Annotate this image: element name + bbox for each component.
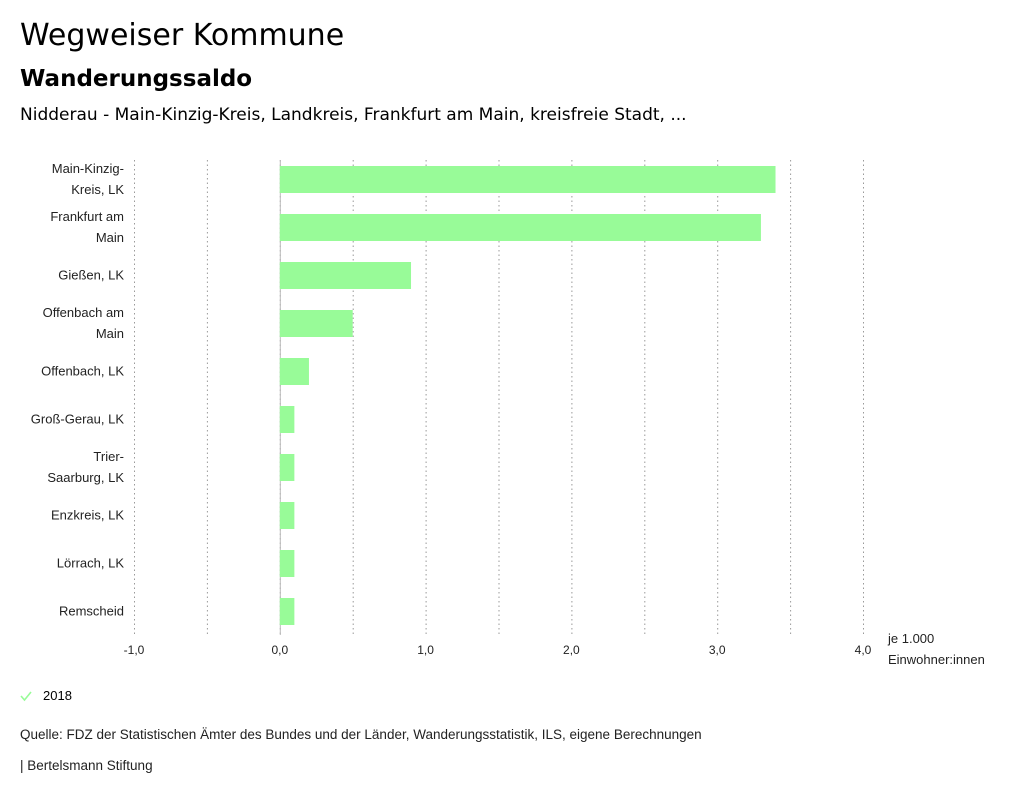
x-tick-label: -1,0: [124, 643, 145, 657]
bar-chart: -1,0 0,0 1,0 2,0 3,0 4,0 je 1.000 Einwohner:inn…: [31, 160, 985, 667]
bar: [279, 550, 295, 577]
category-label: Remscheid: [59, 604, 124, 619]
x-tick-label: 2,0: [563, 643, 580, 657]
category-label: Groß-Gerau, LK: [31, 412, 125, 427]
bar: [279, 406, 295, 433]
x-tick-label: 1,0: [417, 643, 434, 657]
category-label: Offenbach, LK: [41, 364, 124, 379]
category-label: Kreis, LK: [71, 182, 124, 197]
category-label: Lörrach, LK: [57, 556, 125, 571]
category-label: Saarburg, LK: [47, 470, 124, 485]
category-label: Offenbach am: [43, 305, 124, 320]
region-context: Nidderau - Main-Kinzig-Kreis, Landkreis,…: [20, 105, 687, 125]
x-tick-label: 3,0: [709, 643, 726, 657]
category-label: Main-Kinzig-: [52, 161, 124, 176]
bar: [279, 454, 295, 481]
x-axis-unit-label: je 1.000: [887, 631, 934, 646]
chart-subtitle: Wanderungssaldo: [20, 66, 253, 92]
bar: [279, 598, 295, 625]
x-tick-label: 4,0: [855, 643, 872, 657]
source-note: Quelle: FDZ der Statistischen Ämter des …: [20, 727, 702, 742]
x-axis-unit-label: Einwohner:innen: [888, 652, 985, 667]
bar: [279, 262, 412, 289]
brand-note: | Bertelsmann Stiftung: [20, 758, 153, 773]
bar: [279, 358, 309, 385]
category-label: Main: [96, 326, 124, 341]
category-label: Main: [96, 230, 124, 245]
category-label: Gießen, LK: [58, 268, 124, 283]
legend[interactable]: 2018: [20, 688, 72, 703]
page-title: Wegweiser Kommune: [20, 18, 345, 53]
category-label: Enzkreis, LK: [51, 508, 124, 523]
bar: [279, 502, 295, 529]
bar: [279, 166, 776, 193]
x-tick-label: 0,0: [271, 643, 288, 657]
category-label: Frankfurt am: [50, 209, 124, 224]
legend-label: 2018: [43, 688, 72, 703]
bar: [279, 214, 761, 241]
check-icon: [20, 690, 32, 701]
category-label: Trier-: [93, 449, 124, 464]
bar: [279, 310, 353, 337]
